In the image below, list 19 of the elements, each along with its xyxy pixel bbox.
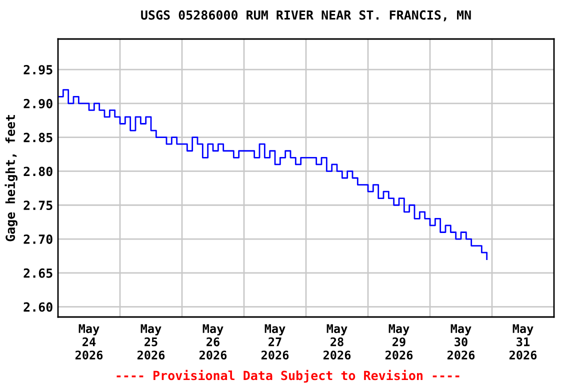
x-tick-label: May 24 2026 [75, 324, 103, 360]
x-tick-label: May 29 2026 [385, 324, 413, 360]
y-tick-label: 2.80 [24, 166, 52, 176]
x-tick-label: May 25 2026 [137, 324, 165, 360]
x-tick-label: May 27 2026 [261, 324, 289, 360]
y-tick-label: 2.70 [24, 234, 52, 244]
y-tick-label: 2.90 [24, 98, 52, 108]
chart-title: USGS 05286000 RUM RIVER NEAR ST. FRANCIS, MN [141, 10, 471, 22]
y-tick-label: 2.85 [24, 132, 52, 142]
y-axis-title: Gage height, feet [4, 115, 18, 242]
text: ---- Provisional Data Subject to Revision ---- [116, 370, 460, 383]
y-tick-label: 2.65 [24, 268, 52, 278]
x-tick-label: May 28 2026 [323, 324, 351, 360]
y-tick-label: 2.60 [24, 302, 52, 312]
y-tick-label: 2.75 [24, 200, 52, 210]
x-tick-label: May 26 2026 [199, 324, 227, 360]
x-tick-label: May 30 2026 [447, 324, 475, 360]
y-tick-label: 2.95 [24, 64, 52, 74]
x-tick-label: May 31 2026 [509, 324, 537, 360]
